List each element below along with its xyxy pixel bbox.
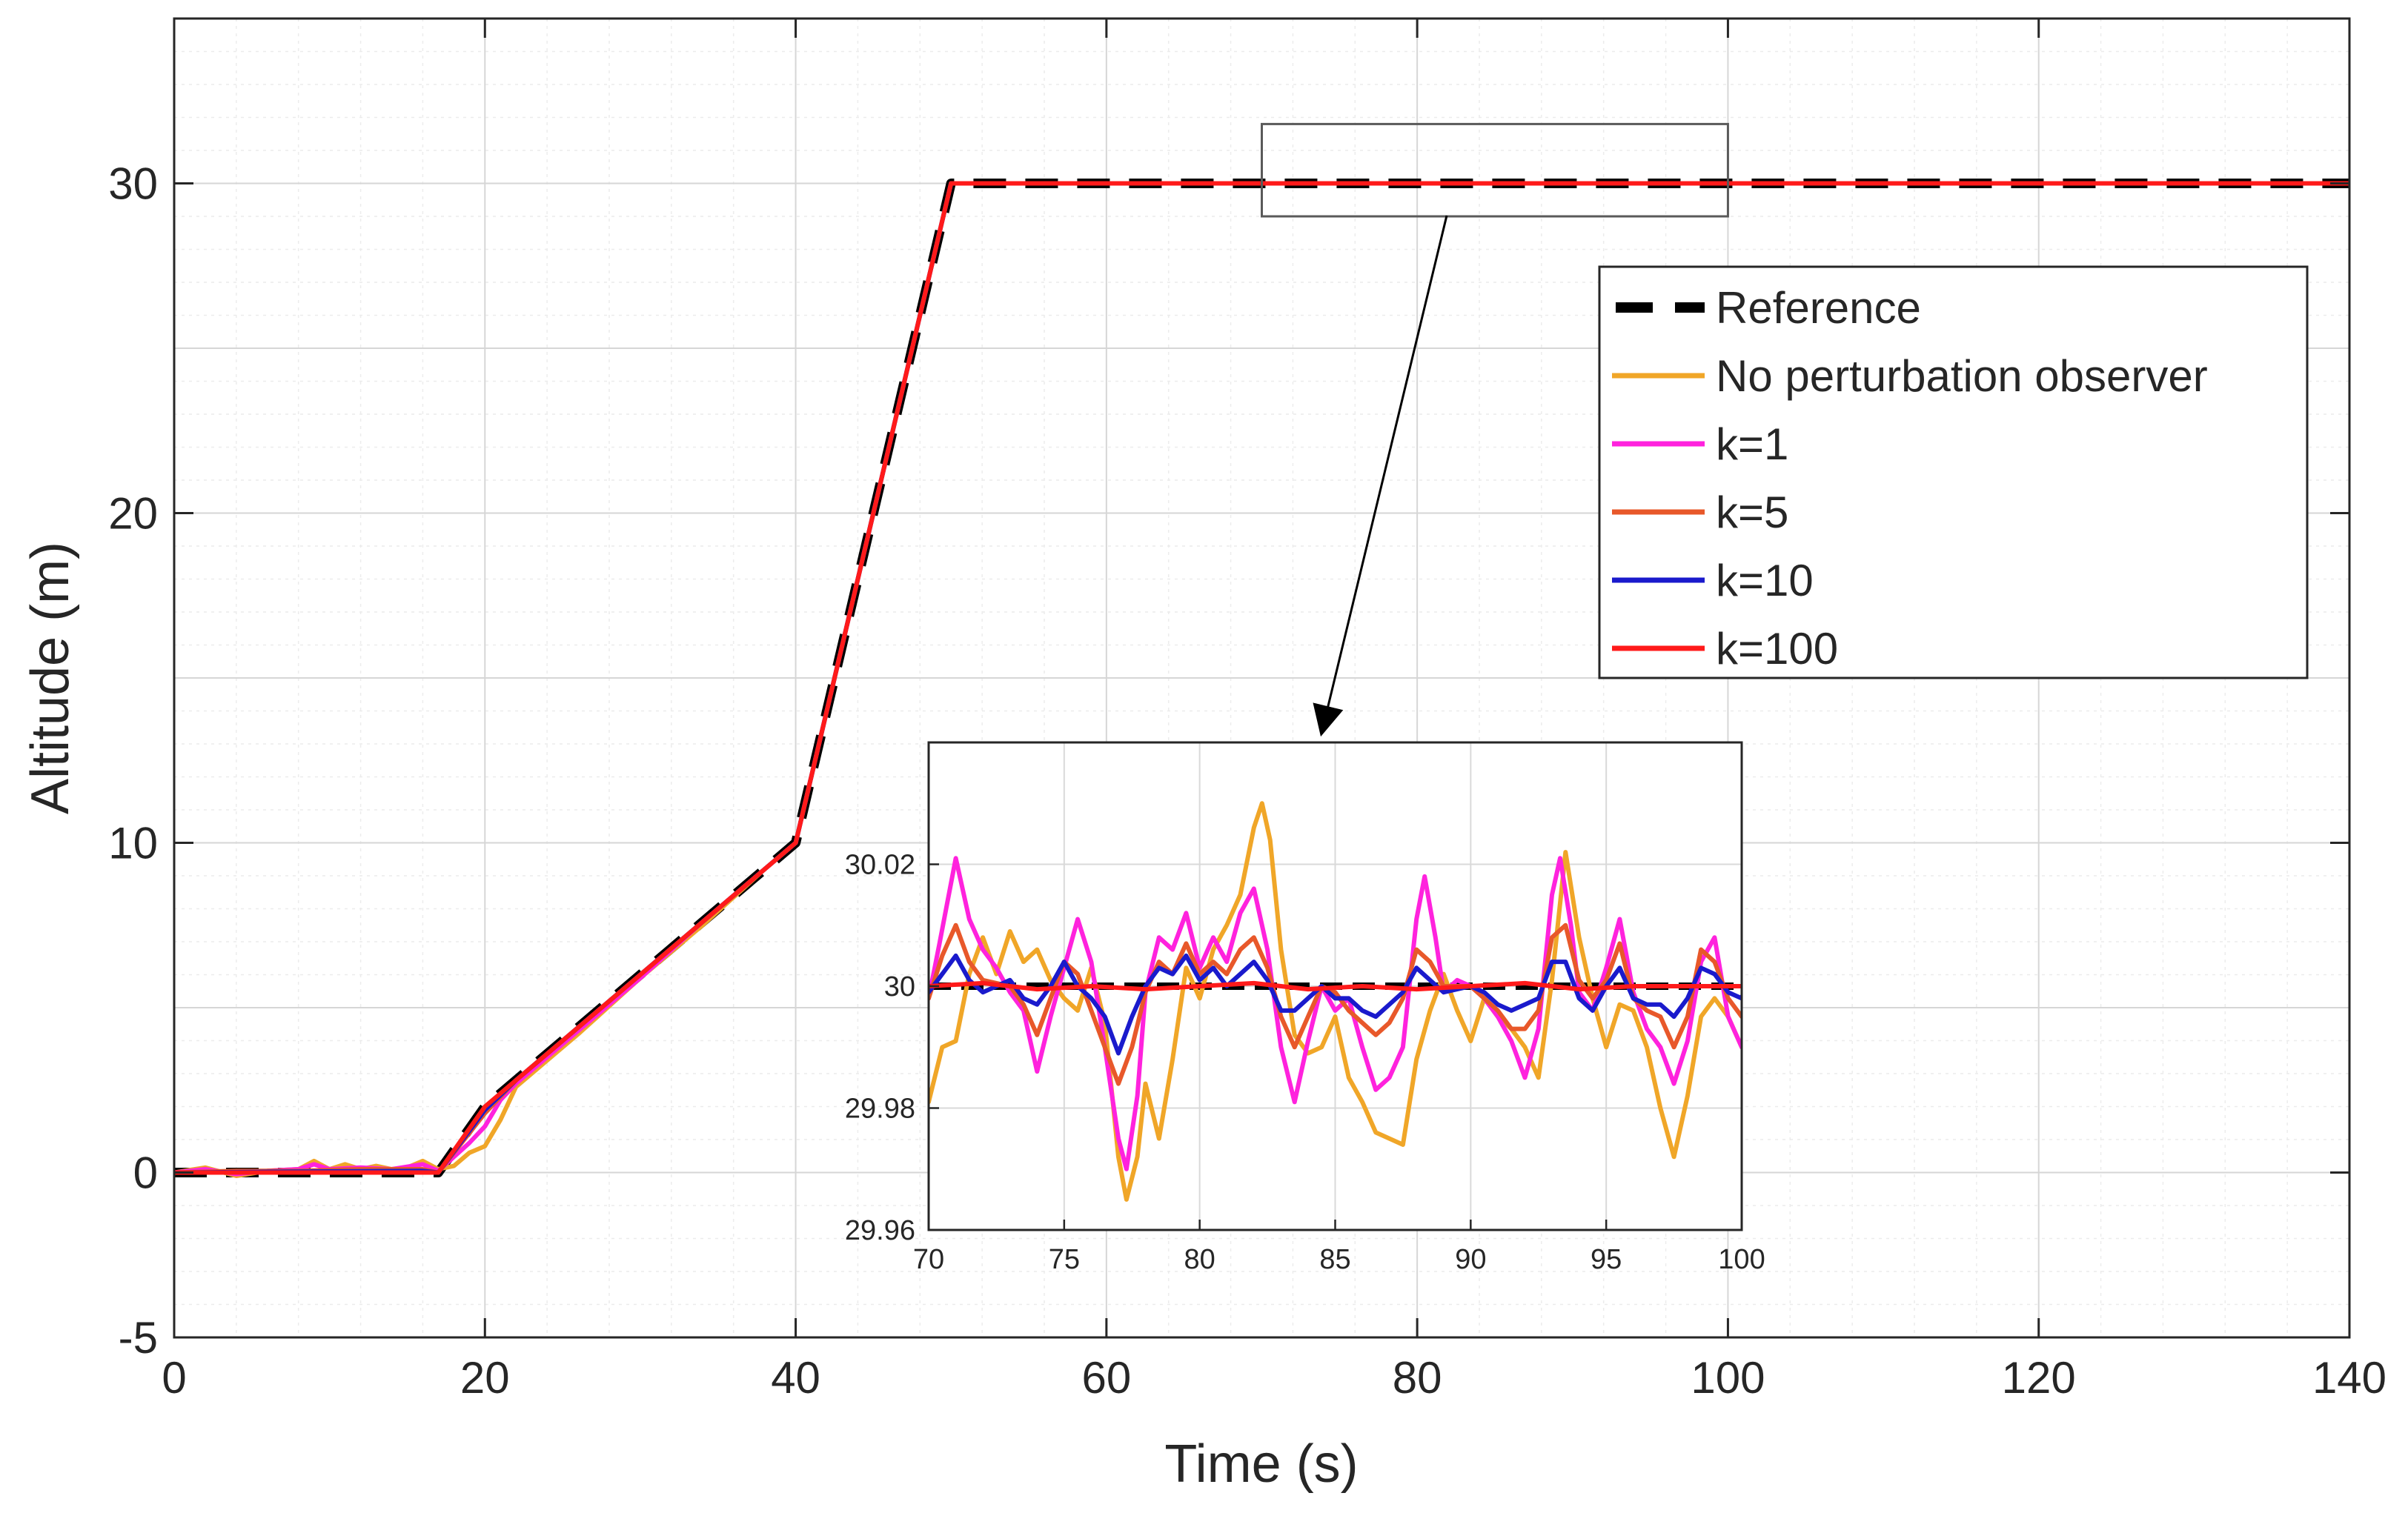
inset-x-tick-label: 90 <box>1455 1244 1486 1275</box>
series-line-no-perturbation-observer <box>929 801 1742 1202</box>
inset-ticks: 70 75 80 85 90 95 100 29.96 29.98 30 30.02 <box>845 850 1765 1276</box>
x-tick-label: 60 <box>1081 1353 1131 1403</box>
legend-box <box>1598 265 2309 679</box>
main-axes-frame <box>173 17 2351 1339</box>
zoom-arrow <box>1313 215 1448 737</box>
series-line-k-100 <box>174 181 2349 1175</box>
x-axis-label: Time (s) <box>1164 1434 1358 1494</box>
inset-y-tick-label: 29.96 <box>845 1215 915 1246</box>
inset-x-tick-label: 80 <box>1184 1244 1215 1275</box>
y-axis-label: Altitude (m) <box>21 542 80 814</box>
legend-label-no-perturbation-observer: No perturbation observer <box>1716 351 2208 401</box>
x-tick-label: 40 <box>771 1353 820 1403</box>
y-tick-label: 20 <box>108 489 158 539</box>
x-tick-label: 120 <box>2002 1353 2076 1403</box>
inset-x-tick-label: 75 <box>1049 1244 1080 1275</box>
x-tick-label: 140 <box>2312 1353 2387 1403</box>
y-tick-label: 10 <box>108 819 158 868</box>
series-line-k-5 <box>929 922 1742 1086</box>
main-series-group <box>174 179 2349 1178</box>
x-tick-label: 0 <box>162 1353 186 1403</box>
x-tick-label: 80 <box>1393 1353 1442 1403</box>
inset-axes: 70 75 80 85 90 95 100 29.96 29.98 30 30.02 <box>845 741 1765 1276</box>
legend: Reference No perturbation observer k=1 k=5 k… <box>1598 265 2309 679</box>
legend-label-k-5: k=5 <box>1716 488 1788 537</box>
legend-label-k-1: k=1 <box>1716 419 1788 469</box>
inset-x-tick-label: 100 <box>1718 1244 1765 1275</box>
y-tick-label: -5 <box>119 1313 158 1363</box>
legend-label-k-10: k=10 <box>1716 556 1814 605</box>
inset-x-tick-label: 95 <box>1591 1244 1622 1275</box>
inset-x-tick-label: 70 <box>913 1244 944 1275</box>
legend-label-reference: Reference <box>1716 283 1921 333</box>
inset-y-tick-label: 30 <box>884 971 915 1002</box>
series-line-k-100 <box>929 980 1742 992</box>
zoom-region-box <box>1261 122 1729 218</box>
y-tick-label: 30 <box>108 159 158 209</box>
inset-x-tick-label: 85 <box>1319 1244 1350 1275</box>
y-tick-label: 0 <box>133 1148 158 1198</box>
x-tick-label: 20 <box>460 1353 510 1403</box>
inset-y-tick-label: 30.02 <box>845 850 915 881</box>
legend-label-k-100: k=100 <box>1716 624 1838 674</box>
inset-series-group <box>929 801 1742 1202</box>
series-line-k-10 <box>929 953 1742 1056</box>
x-tick-label: 100 <box>1691 1353 1765 1403</box>
inset-y-tick-label: 29.98 <box>845 1094 915 1125</box>
